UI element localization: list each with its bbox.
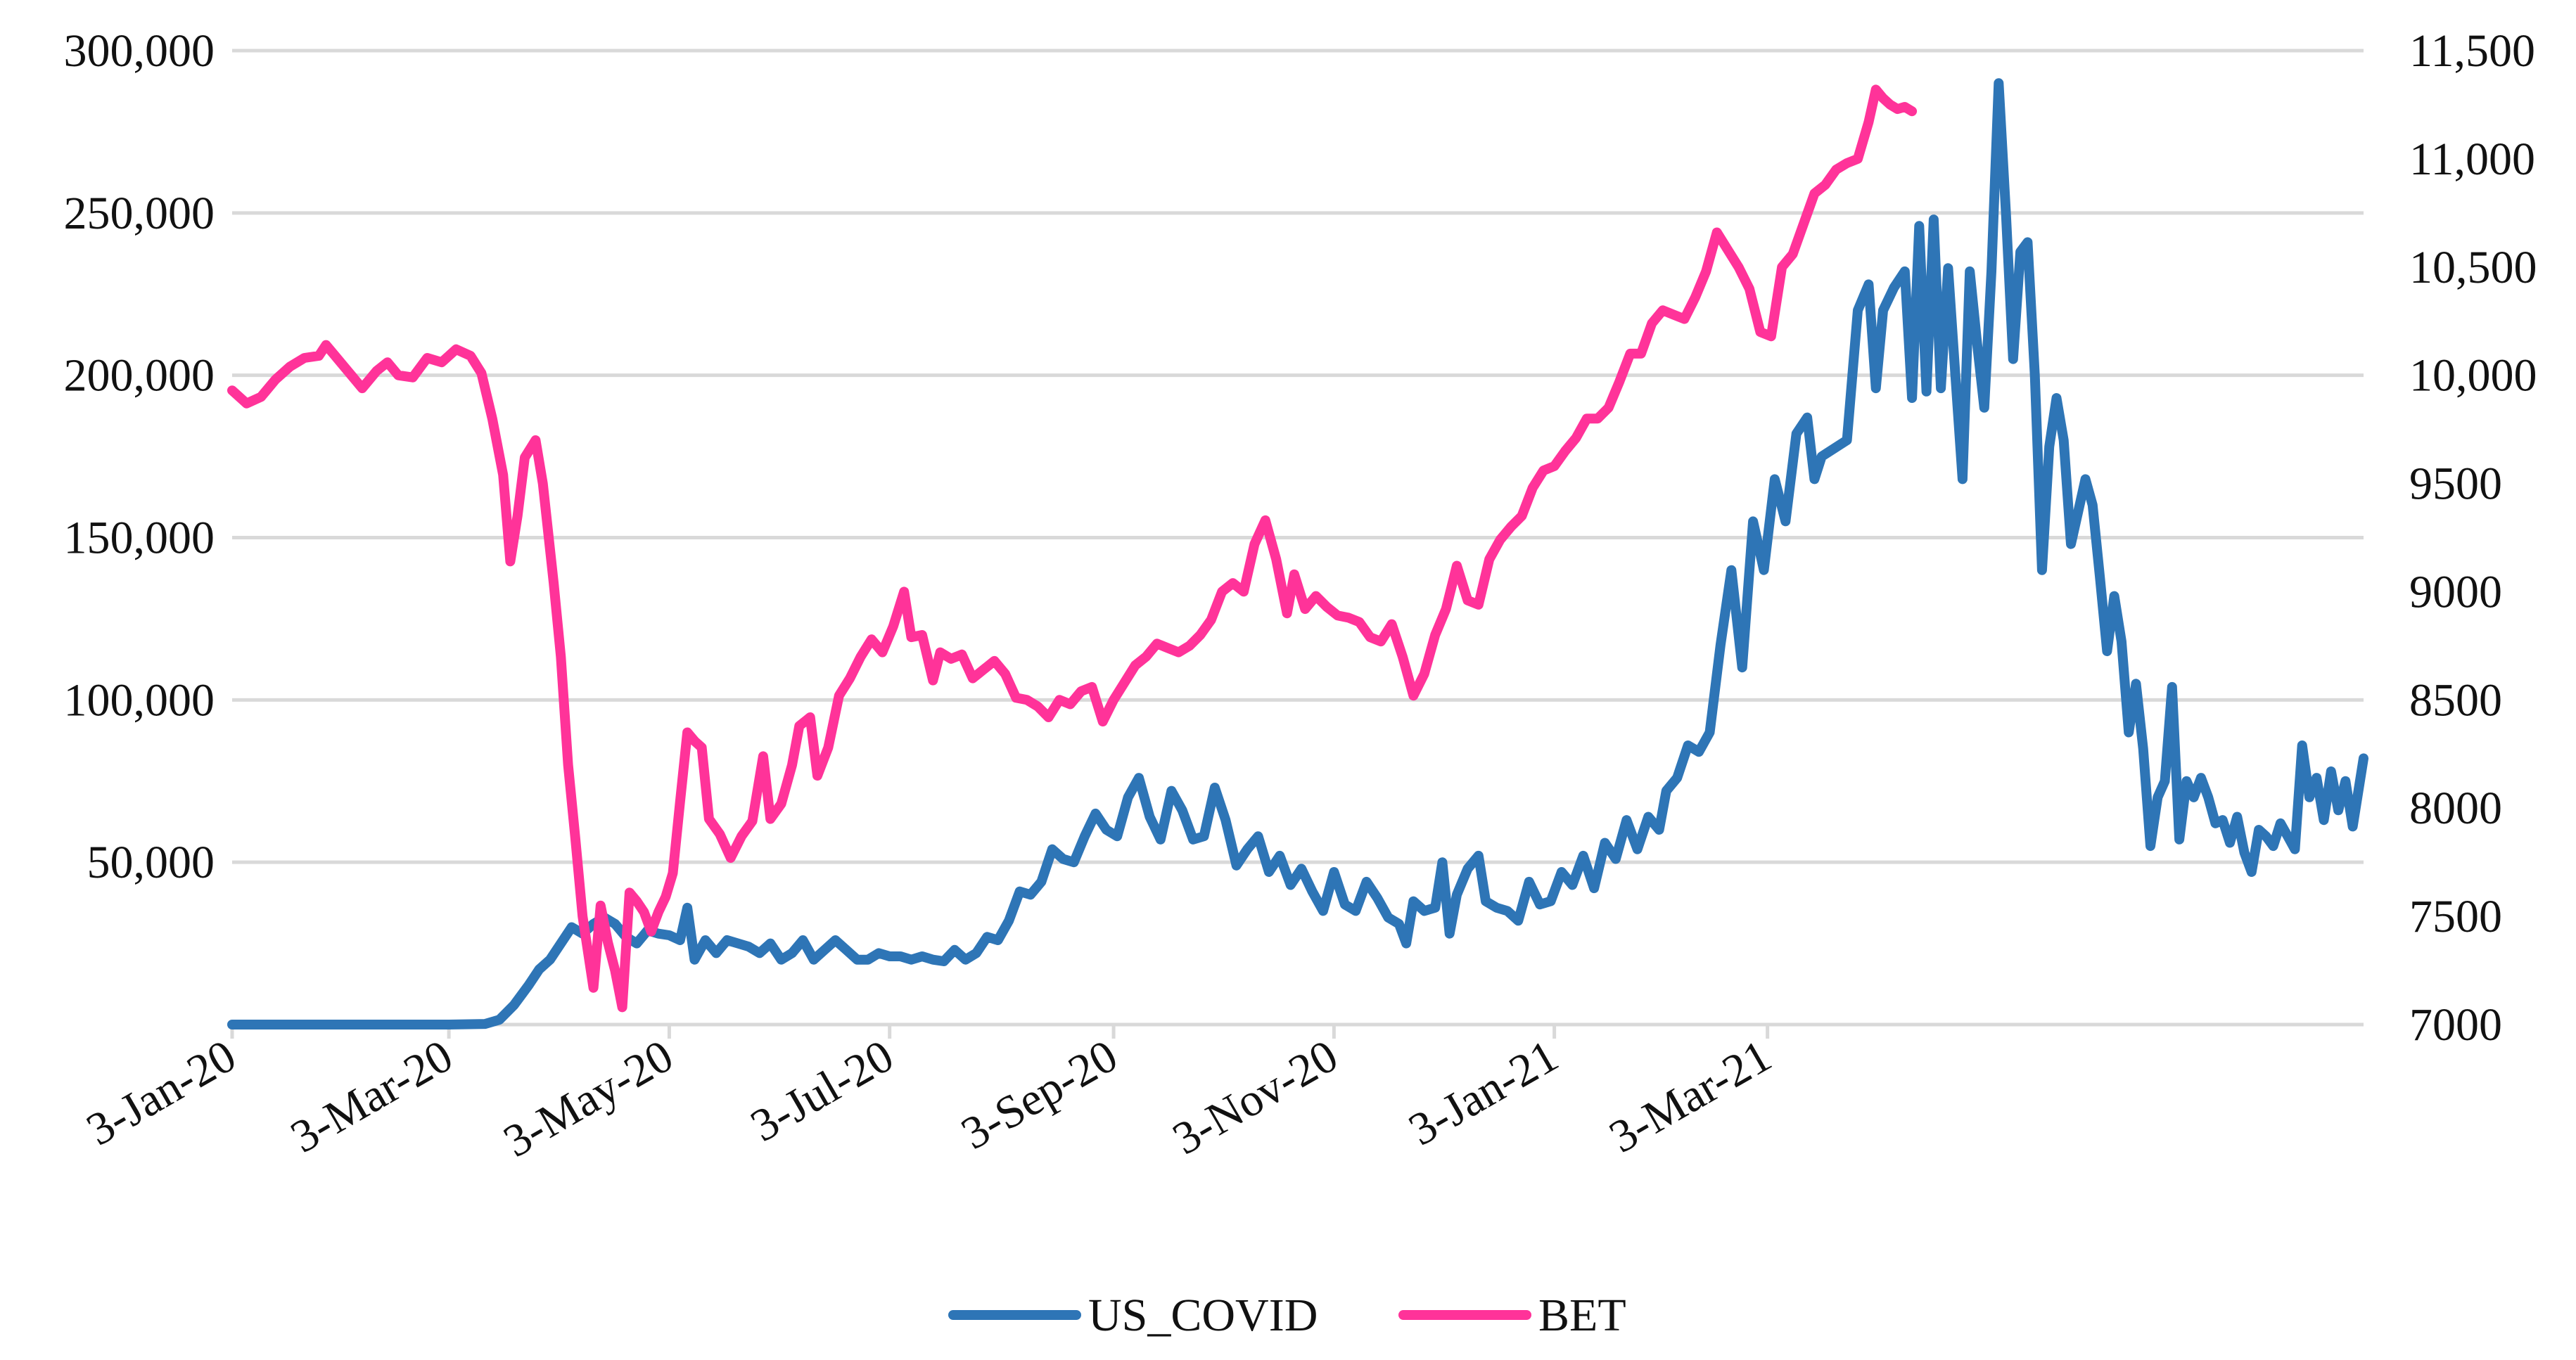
- right-axis-tick-label: 9000: [2409, 566, 2502, 617]
- right-axis-tick-label: 7500: [2409, 891, 2502, 942]
- left-axis-tick-label: 50,000: [87, 837, 215, 888]
- legend: US_COVID BET: [948, 1290, 1626, 1341]
- right-axis-tick-label: 11,000: [2409, 134, 2535, 185]
- legend-label-us-covid: US_COVID: [1088, 1290, 1318, 1341]
- x-axis-labels: 3-Jan-20 3-Mar-20 3-May-20 3-Jul-20 3-Sep-20…: [78, 1030, 1780, 1167]
- right-axis-tick-label: 8500: [2409, 674, 2502, 726]
- legend-label-bet: BET: [1538, 1290, 1626, 1341]
- left-axis-tick-label: 200,000: [64, 350, 215, 402]
- x-axis-ticks: [230, 1025, 1770, 1039]
- right-axis-tick-label: 10,000: [2409, 350, 2537, 402]
- gridlines: [232, 49, 2364, 864]
- x-axis-tick-label: 3-Sep-20: [953, 1030, 1126, 1160]
- x-axis-tick-label: 3-May-20: [495, 1030, 682, 1167]
- x-axis-tick-label: 3-Jul-20: [742, 1030, 902, 1152]
- x-axis-tick-label: 3-Mar-20: [282, 1030, 461, 1163]
- right-axis-tick-label: 7000: [2409, 999, 2502, 1051]
- left-axis-tick-label: 100,000: [64, 674, 215, 726]
- left-axis-tick-label: 300,000: [64, 25, 215, 77]
- right-y-axis-labels: 7000 7500 8000 8500 9000 9500 10,000 10,500 11,0…: [2409, 25, 2537, 1051]
- series-line-bet: [227, 84, 1918, 1013]
- left-axis-tick-label: 250,000: [64, 188, 215, 239]
- right-axis-tick-label: 11,500: [2409, 25, 2535, 77]
- right-axis-tick-label: 9500: [2409, 458, 2502, 510]
- x-axis-tick-label: 3-Jan-21: [1401, 1030, 1567, 1156]
- x-axis-tick-label: 3-Mar-21: [1601, 1030, 1780, 1163]
- x-axis-tick-label: 3-Nov-20: [1164, 1030, 1346, 1165]
- right-axis-tick-label: 8000: [2409, 783, 2502, 834]
- left-axis-tick-label: 150,000: [64, 513, 215, 564]
- right-axis-tick-label: 10,500: [2409, 242, 2537, 293]
- series-line-us-covid: [227, 78, 2368, 1029]
- left-y-axis-labels: 50,000 100,000 150,000 200,000 250,000 300,00…: [64, 25, 215, 888]
- x-axis-tick-label: 3-Jan-20: [78, 1030, 244, 1156]
- series-lines: [227, 78, 2368, 1029]
